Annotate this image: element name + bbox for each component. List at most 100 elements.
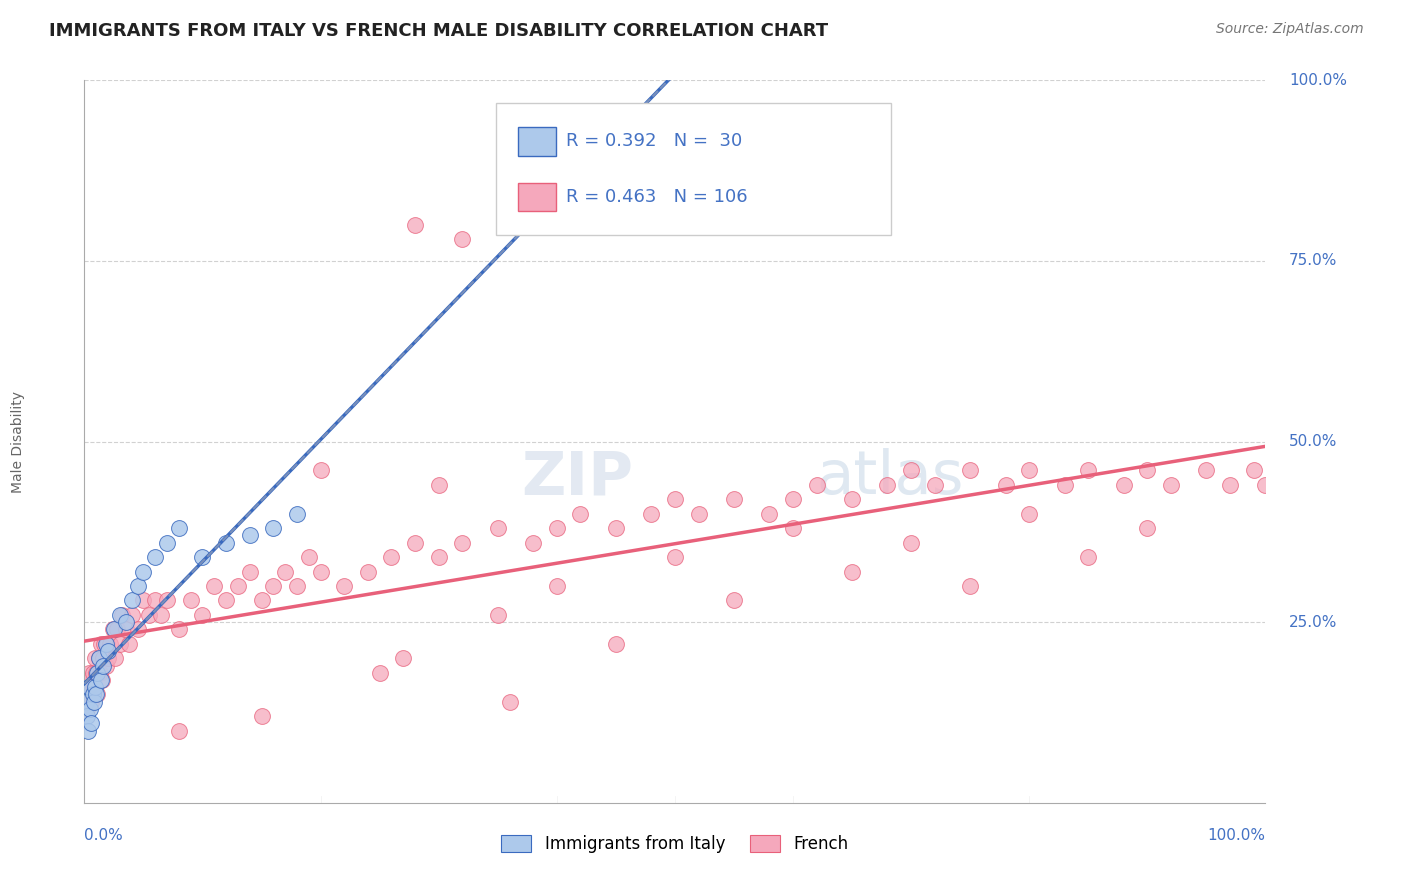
Point: [1053, 478, 1076, 492]
Point: [97, 651, 120, 665]
Point: [900, 535, 922, 549]
Point: [107, 623, 129, 637]
Point: [357, 565, 380, 579]
Text: R = 0.392   N =  30: R = 0.392 N = 30: [567, 132, 742, 151]
Point: [156, 593, 179, 607]
Point: [1254, 478, 1277, 492]
Text: 25.0%: 25.0%: [1289, 615, 1337, 630]
Point: [77, 723, 100, 738]
Point: [75, 687, 97, 701]
Point: [309, 565, 332, 579]
Point: [132, 565, 155, 579]
Point: [93, 637, 115, 651]
Point: [76, 709, 98, 723]
Point: [522, 535, 544, 549]
Point: [91, 651, 114, 665]
Text: 100.0%: 100.0%: [1208, 828, 1265, 843]
Point: [274, 565, 297, 579]
Point: [114, 623, 136, 637]
Point: [103, 623, 125, 637]
Legend: Immigrants from Italy, French: Immigrants from Italy, French: [495, 828, 855, 860]
Point: [108, 637, 131, 651]
Point: [75, 695, 97, 709]
Point: [202, 579, 225, 593]
Point: [1136, 521, 1159, 535]
Point: [427, 550, 450, 565]
Point: [118, 637, 141, 651]
Point: [79, 680, 101, 694]
Point: [546, 521, 568, 535]
Point: [250, 593, 273, 607]
Point: [77, 673, 100, 687]
Point: [404, 218, 426, 232]
Point: [121, 607, 143, 622]
Point: [806, 478, 828, 492]
Point: [924, 478, 946, 492]
Point: [101, 623, 124, 637]
Point: [143, 593, 166, 607]
Point: [84, 687, 107, 701]
Point: [841, 565, 863, 579]
Point: [569, 507, 592, 521]
Point: [77, 687, 100, 701]
Point: [688, 507, 710, 521]
Point: [76, 680, 98, 694]
Point: [83, 680, 105, 694]
Point: [1136, 463, 1159, 477]
Point: [1077, 463, 1099, 477]
Point: [841, 492, 863, 507]
Point: [1077, 550, 1099, 565]
Point: [191, 607, 214, 622]
Point: [1018, 507, 1040, 521]
Text: Source: ZipAtlas.com: Source: ZipAtlas.com: [1216, 22, 1364, 37]
Point: [167, 521, 190, 535]
Point: [959, 463, 981, 477]
Point: [167, 723, 190, 738]
Point: [368, 665, 391, 680]
Point: [80, 695, 103, 709]
Point: [87, 651, 110, 665]
Point: [111, 607, 134, 622]
Point: [114, 615, 136, 630]
Point: [1243, 463, 1265, 477]
Point: [96, 637, 118, 651]
Point: [498, 695, 520, 709]
Point: [262, 521, 284, 535]
Point: [77, 680, 100, 694]
Point: [605, 521, 627, 535]
Text: ZIP: ZIP: [522, 448, 633, 508]
Point: [451, 535, 474, 549]
Point: [215, 535, 238, 549]
Point: [90, 673, 112, 687]
Point: [380, 550, 402, 565]
Point: [108, 607, 131, 622]
Point: [959, 579, 981, 593]
Text: Male Disability: Male Disability: [11, 391, 25, 492]
Point: [605, 637, 627, 651]
Point: [782, 521, 804, 535]
Point: [239, 528, 262, 542]
Point: [143, 550, 166, 565]
Point: [298, 550, 321, 565]
Point: [546, 579, 568, 593]
Point: [994, 478, 1017, 492]
Point: [77, 665, 100, 680]
Point: [86, 687, 108, 701]
Text: atlas: atlas: [817, 448, 965, 508]
Point: [1112, 478, 1135, 492]
Point: [82, 687, 104, 701]
Point: [239, 565, 262, 579]
Point: [156, 535, 179, 549]
Point: [250, 709, 273, 723]
Point: [127, 579, 149, 593]
Point: [664, 550, 686, 565]
Point: [94, 658, 117, 673]
Point: [138, 607, 160, 622]
Point: [486, 521, 509, 535]
Point: [84, 680, 107, 694]
Point: [98, 637, 121, 651]
Text: IMMIGRANTS FROM ITALY VS FRENCH MALE DISABILITY CORRELATION CHART: IMMIGRANTS FROM ITALY VS FRENCH MALE DIS…: [49, 22, 828, 40]
Point: [723, 492, 745, 507]
Point: [104, 651, 127, 665]
Point: [180, 593, 202, 607]
